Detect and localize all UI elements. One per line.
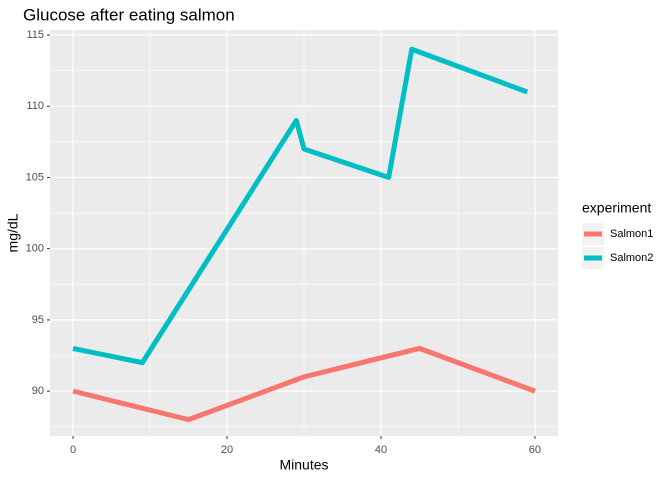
data-line: [72, 345, 536, 423]
x-tick-label: 0: [70, 444, 76, 456]
y-tick-label: 90: [32, 385, 44, 397]
y-axis-label: mg/dL: [5, 213, 21, 252]
x-tick-label: 60: [529, 444, 541, 456]
y-tick-label: 115: [26, 29, 44, 41]
chart-title: Glucose after eating salmon: [23, 5, 235, 24]
y-tick-label: 110: [26, 100, 44, 112]
legend-title: experiment: [582, 200, 651, 216]
y-tick-label: 95: [32, 314, 44, 326]
y-tick-label: 100: [26, 243, 44, 255]
y-tick-label: 105: [26, 171, 44, 183]
data-line: [72, 46, 529, 366]
x-tick-label: 20: [221, 444, 233, 456]
x-axis-label: Minutes: [279, 457, 328, 473]
legend-label: Salmon2: [610, 252, 653, 264]
legend-label: Salmon1: [610, 228, 653, 240]
x-tick-label: 40: [375, 444, 387, 456]
